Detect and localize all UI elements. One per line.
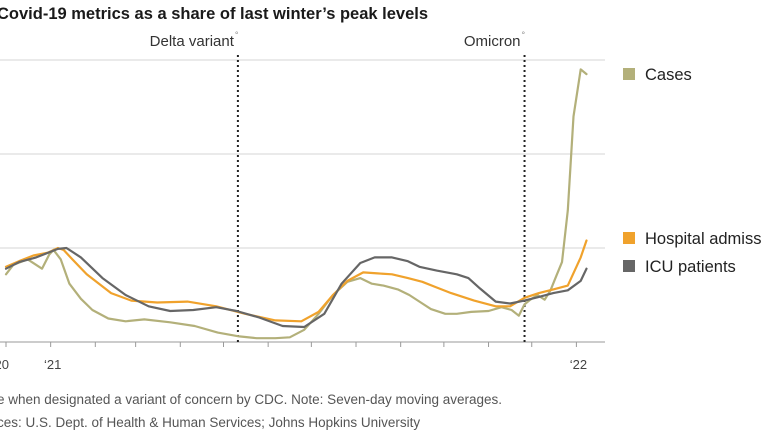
footnote-note: e when designated a variant of concern b…: [0, 392, 503, 407]
legend-label-0: Cases: [645, 66, 692, 84]
series-line-2: [4, 246, 588, 329]
gridlines: [0, 59, 605, 343]
legend-label-1: Hospital admiss: [645, 230, 761, 248]
series-lines: [4, 68, 588, 340]
legend-swatch-0: [623, 68, 635, 80]
legend-label-2: ICU patients: [645, 258, 736, 276]
x-tick-label-2: ‘22: [570, 357, 587, 372]
x-tick-label-0: c. 2020: [0, 357, 9, 372]
annotation-marker-0: °: [235, 30, 239, 40]
x-axis: c. 2020 ‘21 ‘22: [0, 342, 587, 372]
legend-swatch-2: [623, 260, 635, 272]
annotation-label-1: Omicron: [464, 33, 521, 50]
chart-title: Covid-19 metrics as a share of last wint…: [0, 5, 429, 23]
footnote-sources: ces: U.S. Dept. of Health & Human Servic…: [0, 415, 421, 430]
annotation-marker-1: °: [522, 30, 526, 40]
series-line-0: [4, 68, 588, 340]
legend-swatch-1: [623, 232, 635, 244]
x-tick-label-1: ‘21: [44, 357, 61, 372]
legend: Cases Hospital admiss ICU patients: [623, 66, 761, 276]
annotations: Delta variant ° Omicron °: [150, 30, 526, 342]
annotation-label-0: Delta variant: [150, 33, 235, 50]
